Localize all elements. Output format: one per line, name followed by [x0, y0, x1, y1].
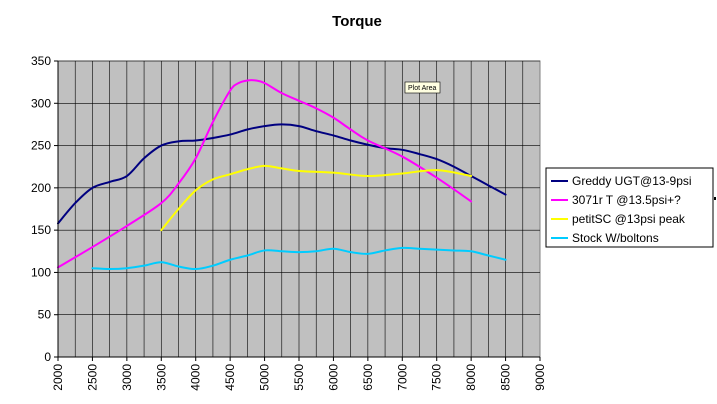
x-tick-label: 6000	[326, 364, 340, 391]
x-tick-label: 6500	[361, 364, 375, 391]
x-tick-label: 3500	[154, 364, 168, 391]
x-tick-label: 4500	[223, 364, 237, 391]
legend-box	[545, 167, 714, 248]
x-tick-label: 4000	[189, 364, 203, 391]
edge-marker	[714, 197, 716, 200]
x-tick-label: 2500	[85, 364, 99, 391]
legend-label-3: petitSC @13psi peak	[572, 212, 686, 226]
x-tick-label: 2000	[51, 364, 65, 391]
x-tick-label: 3000	[120, 364, 134, 391]
x-tick-label: 7000	[395, 364, 409, 391]
vertical-gridlines	[74, 61, 524, 357]
y-tick-label: 300	[31, 96, 51, 110]
legend-label-1: Greddy UGT@13-9psi	[572, 174, 692, 188]
horizontal-gridlines	[58, 60, 540, 316]
series-line-4[interactable]	[91, 246, 507, 271]
x-tick-label: 7500	[430, 364, 444, 391]
y-tick-label: 100	[31, 265, 51, 279]
y-tick-label: 350	[31, 54, 51, 68]
y-tick-label: 200	[31, 181, 51, 195]
tooltip-box	[404, 81, 441, 94]
y-tick-label: 50	[38, 308, 52, 322]
series-layer	[57, 79, 507, 271]
x-tick-label: 5000	[258, 364, 272, 391]
series-line-1[interactable]	[57, 123, 507, 225]
tooltip-text: Plot Area	[408, 85, 437, 92]
legend-label-2: 3071r T @13.5psi+?	[572, 193, 681, 207]
x-axis-ticks: 2000 2500 3000 3500 4000 4500 5000 5500 6000 6500…	[51, 357, 547, 391]
x-tick-label: 5500	[292, 364, 306, 391]
y-tick-label: 150	[31, 223, 51, 237]
y-axis-ticks: 0 50 100 150 200 250 300 350	[31, 54, 58, 364]
x-tick-label: 9000	[533, 364, 547, 391]
series-line-3[interactable]	[160, 164, 473, 232]
x-tick-label: 8000	[464, 364, 478, 391]
x-tick-label: 8500	[499, 364, 513, 391]
series-line-2[interactable]	[57, 79, 473, 269]
y-tick-label: 250	[31, 139, 51, 153]
legend-label-4: Stock W/boltons	[572, 231, 659, 245]
plot-area-tooltip: Plot Area	[404, 81, 441, 94]
legend[interactable]: Greddy UGT@13-9psi 3071r T @13.5psi+? peti…	[545, 167, 714, 248]
y-tick-label: 0	[44, 350, 51, 364]
chart-title: Torque	[332, 13, 382, 30]
